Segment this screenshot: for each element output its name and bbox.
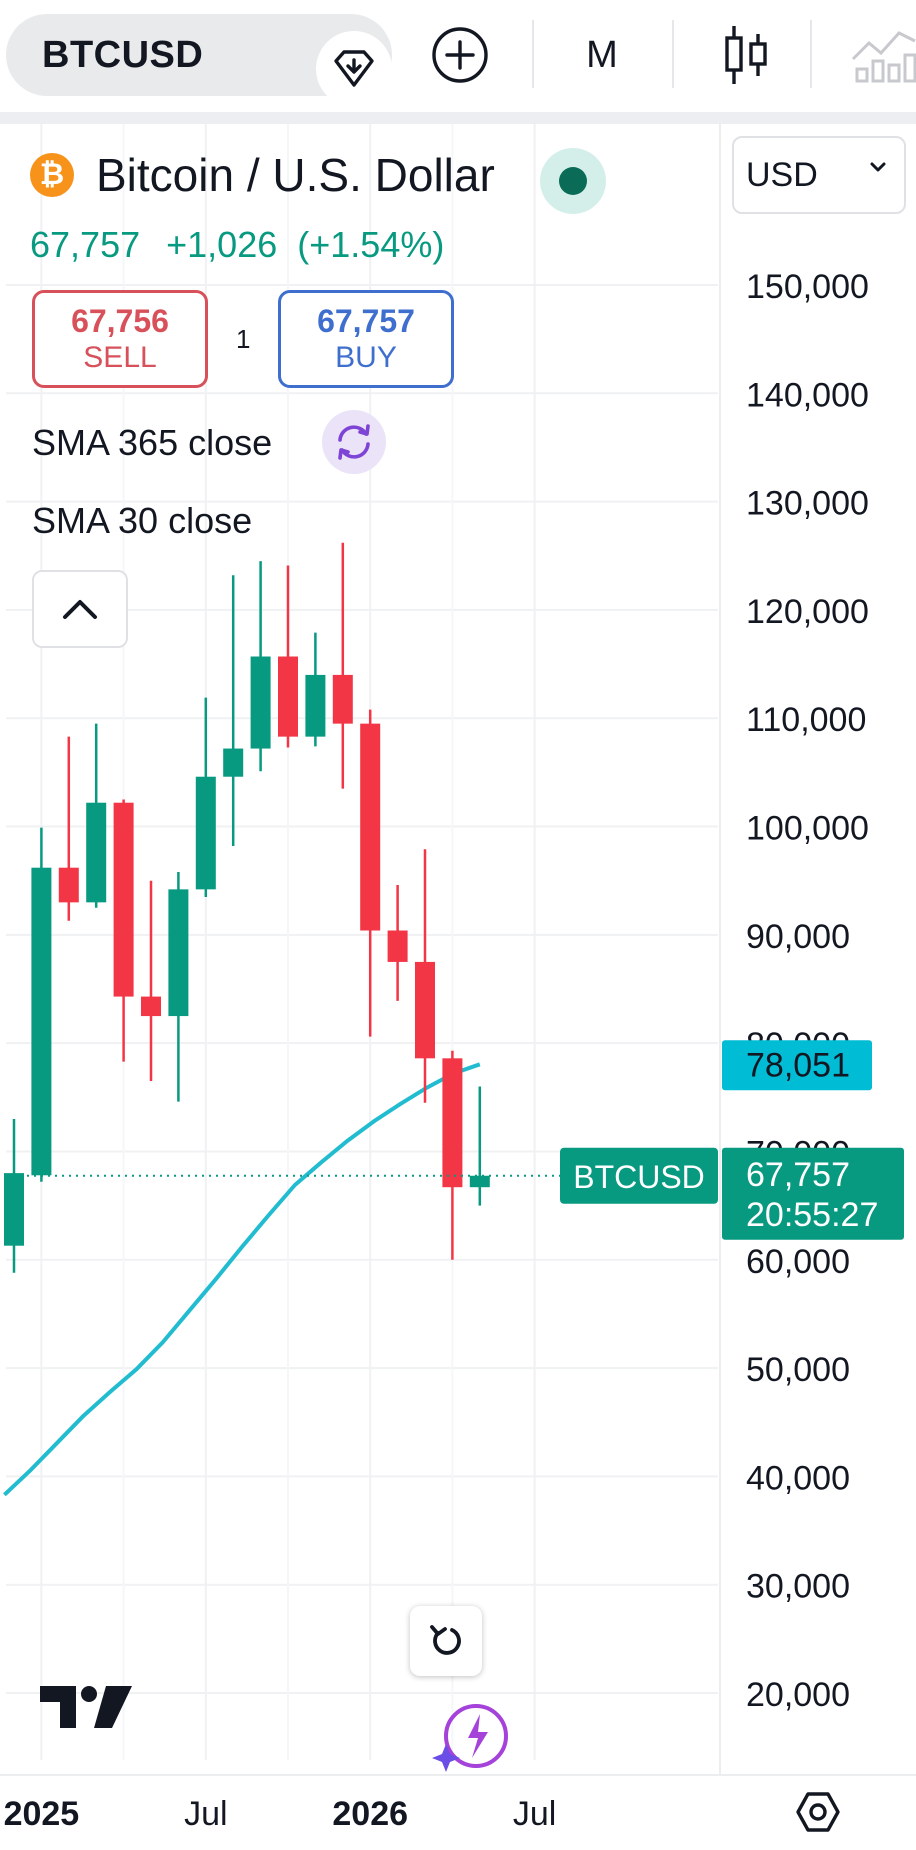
y-tick-label: 130,000 (746, 485, 869, 523)
candle-body (415, 961, 435, 1059)
buy-price: 67,757 (317, 303, 415, 339)
symbol-name: BTCUSD (42, 34, 204, 76)
candle-body (223, 748, 244, 777)
x-tick-label: Jul (184, 1795, 227, 1833)
candle-body (113, 802, 134, 997)
x-tick-label: Jul (513, 1795, 556, 1833)
indicator-sma-30[interactable]: SMA 30 close (32, 500, 253, 541)
candle-body (387, 930, 408, 962)
y-tick-label: 140,000 (746, 376, 869, 414)
candle-body (86, 802, 107, 903)
market-open-status-icon[interactable] (540, 148, 606, 214)
candle-body (469, 1175, 490, 1188)
candle-body (278, 656, 298, 737)
collapse-legend-button[interactable] (32, 570, 128, 648)
candle-body (31, 867, 52, 1176)
price-summary: 67,757 +1,026 (+1.54%) (30, 224, 444, 266)
candle-body (250, 656, 271, 749)
y-tick-label: 50,000 (746, 1351, 850, 1389)
currency-label: USD (746, 155, 818, 194)
sell-price: 67,756 (71, 303, 169, 339)
sma-value-badge (722, 1040, 872, 1091)
reset-icon (430, 1625, 461, 1655)
candle-body (168, 889, 189, 1017)
interval-label: M (586, 33, 618, 76)
y-tick-label: 40,000 (746, 1459, 850, 1497)
last-price: 67,757 (30, 224, 141, 265)
chevron-up-icon (63, 600, 97, 619)
sell-button[interactable]: 67,756 SELL (32, 290, 208, 388)
y-tick-label: 150,000 (746, 268, 869, 306)
symbol-price-tag (560, 1147, 718, 1204)
y-tick-label: 20,000 (746, 1676, 850, 1714)
buy-button[interactable]: 67,757 BUY (278, 290, 454, 388)
sparkle-lightning-icon[interactable] (432, 1700, 516, 1781)
candle-body (58, 867, 79, 903)
reset-chart-button[interactable] (410, 1606, 482, 1676)
last-price-badge (722, 1147, 904, 1240)
buy-label: BUY (335, 341, 397, 374)
live-dot (559, 167, 587, 195)
symbol-price-tag-label: BTCUSD (573, 1159, 705, 1195)
countdown-label: 20:55:27 (746, 1196, 878, 1234)
toolbar-divider (810, 20, 812, 88)
x-tick-label: 2025 (4, 1795, 80, 1833)
price-change: +1,026 (166, 224, 278, 265)
last-price-badge-value: 67,757 (746, 1156, 850, 1194)
candle-body (360, 723, 381, 931)
add-circle-icon[interactable] (422, 17, 498, 93)
symbol-search-button[interactable]: BTCUSD (6, 14, 392, 107)
candles-icon[interactable] (708, 17, 784, 93)
sell-label: SELL (83, 341, 157, 374)
candle-body (442, 1058, 463, 1188)
candle-body (305, 674, 326, 737)
sma-value-badge-label: 78,051 (746, 1046, 850, 1084)
sync-icon[interactable] (322, 410, 386, 474)
diamond-alert-icon[interactable] (316, 31, 392, 107)
currency-select[interactable]: USD (732, 136, 906, 214)
candle-body (332, 674, 353, 724)
candle-body (195, 776, 216, 890)
y-tick-label: 100,000 (746, 810, 869, 848)
spread-value: 1 (236, 324, 251, 354)
chart-style-icon[interactable] (846, 17, 916, 93)
y-tick-label: 60,000 (746, 1243, 850, 1281)
y-tick-label: 30,000 (746, 1568, 850, 1606)
symbol-description: Bitcoin / U.S. Dollar (96, 149, 495, 201)
interval-button[interactable]: M (564, 17, 640, 93)
y-tick-label: 110,000 (746, 701, 866, 739)
indicator-sma-365[interactable]: SMA 365 close (32, 422, 273, 463)
legend-title-row[interactable]: ₿ Bitcoin / U.S. Dollar (30, 148, 495, 202)
toolbar-divider (532, 20, 534, 88)
top-toolbar: BTCUSD M (0, 0, 916, 112)
x-tick-label: 2026 (332, 1795, 408, 1833)
settings-icon[interactable] (794, 1788, 842, 1841)
price-chart[interactable]: 150,000140,000130,000120,000110,000100,0… (0, 124, 916, 1850)
tradingview-logo-icon (40, 1682, 136, 1737)
candle-body (141, 996, 161, 1017)
y-tick-label: 120,000 (746, 593, 869, 631)
toolbar-divider-bar (0, 112, 916, 124)
candle-body (4, 1173, 24, 1246)
sma-365-line (3, 1062, 481, 1497)
y-tick-label: 90,000 (746, 918, 850, 956)
bitcoin-logo-icon: ₿ (30, 153, 74, 197)
toolbar-divider (672, 20, 674, 88)
price-change-percent: (+1.54%) (297, 224, 445, 265)
chevron-down-icon (870, 162, 886, 172)
